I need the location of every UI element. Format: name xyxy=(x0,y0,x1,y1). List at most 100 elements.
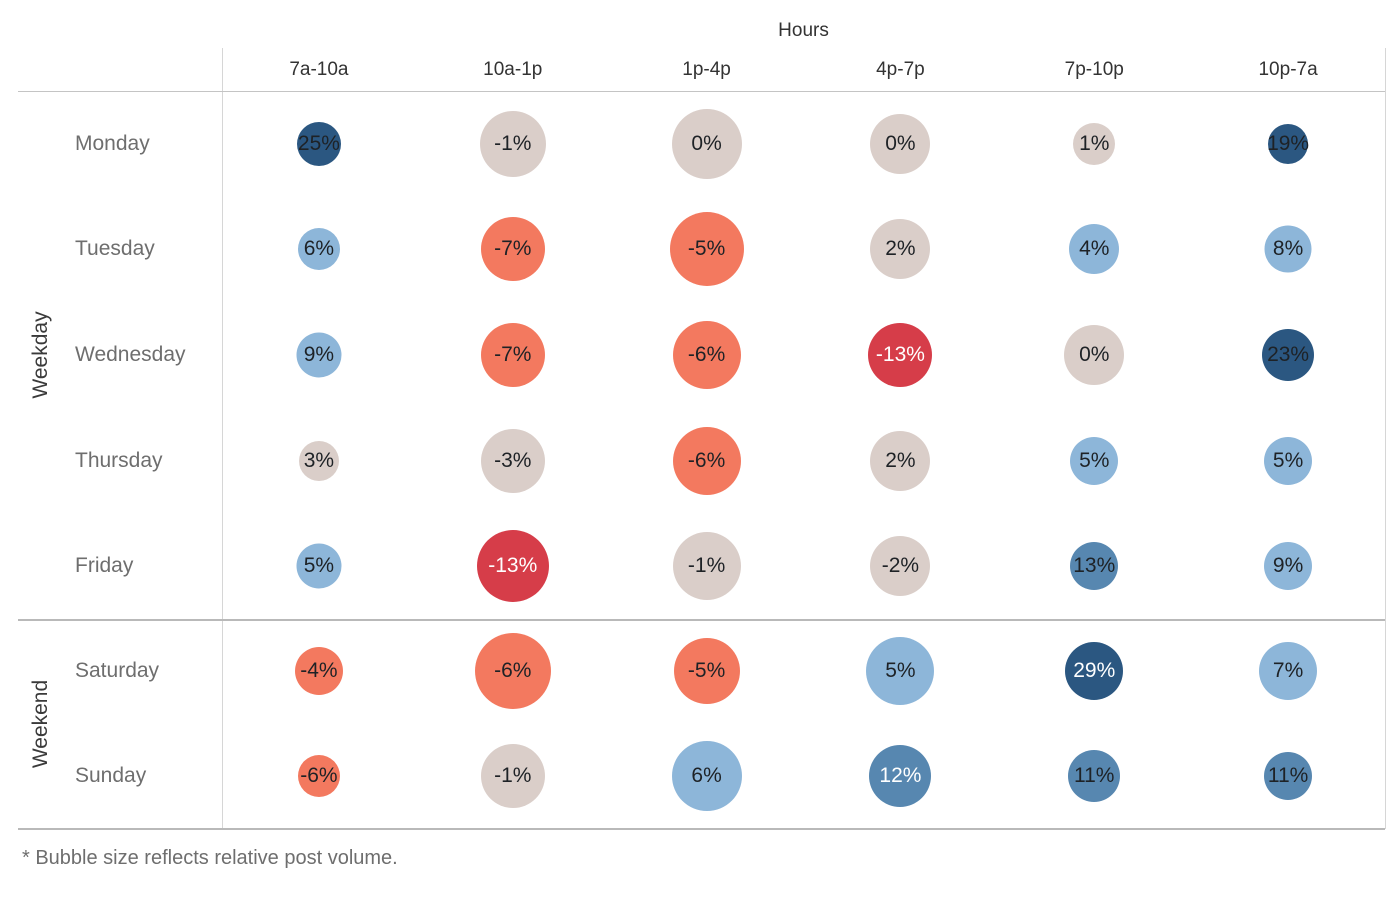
bubble[interactable] xyxy=(296,121,341,166)
bubble[interactable] xyxy=(297,754,340,797)
bubble[interactable] xyxy=(298,440,339,481)
bubble-value-label: -7% xyxy=(494,343,532,366)
bubble[interactable] xyxy=(866,637,935,706)
bubble-value-label: 11% xyxy=(1267,763,1309,787)
bubble[interactable] xyxy=(296,543,342,589)
bubble[interactable] xyxy=(1070,542,1119,591)
bubble[interactable] xyxy=(479,110,546,177)
bubble-value-label: 4% xyxy=(1079,237,1110,261)
bubble[interactable] xyxy=(868,323,933,387)
bubble[interactable] xyxy=(1262,329,1315,381)
row-label-friday: Friday xyxy=(75,554,134,578)
chart-title: Hours xyxy=(778,20,829,41)
grid-line-weekday-weekend-divider xyxy=(18,619,1385,621)
row-label-monday: Monday xyxy=(75,131,150,155)
bubble[interactable] xyxy=(870,430,931,491)
bubble[interactable] xyxy=(294,647,343,696)
bubble-value-label: 0% xyxy=(1079,343,1110,366)
bubble[interactable] xyxy=(669,212,744,287)
bubble-value-label: -6% xyxy=(494,659,532,683)
bubble-value-label: -7% xyxy=(494,237,532,261)
row-label-sunday: Sunday xyxy=(75,763,147,787)
bubble[interactable] xyxy=(1264,436,1313,485)
bubble[interactable] xyxy=(1264,542,1313,591)
bubble-value-label: -3% xyxy=(494,448,532,472)
bubble[interactable] xyxy=(1264,225,1312,273)
bubble[interactable] xyxy=(870,219,931,280)
bubble-value-label: 0% xyxy=(885,131,916,155)
row-label-tuesday: Tuesday xyxy=(75,237,155,261)
bubble-value-label: 5% xyxy=(885,659,916,683)
bubble-value-label: 23% xyxy=(1267,343,1310,366)
bubble-value-label: -4% xyxy=(300,659,338,683)
bubble[interactable] xyxy=(1065,642,1124,701)
bubble[interactable] xyxy=(480,743,545,808)
bubble-value-label: -6% xyxy=(687,448,726,472)
bubble[interactable] xyxy=(1070,436,1119,485)
bubble[interactable] xyxy=(673,638,740,705)
bubble[interactable] xyxy=(671,108,742,179)
grid-line-bottom xyxy=(18,828,1385,830)
bubble-value-label: 8% xyxy=(1272,237,1304,261)
bubble-value-label: 3% xyxy=(303,448,335,472)
bubble-value-label: -6% xyxy=(300,763,338,787)
bubble[interactable] xyxy=(1264,751,1313,800)
bubble[interactable] xyxy=(1259,642,1318,701)
bubble-value-label: -13% xyxy=(875,343,925,366)
group-label-weekend: Weekend xyxy=(29,679,52,768)
bubble-value-label: 13% xyxy=(1073,554,1116,578)
bubble-value-label: 6% xyxy=(691,763,722,787)
row-label-saturday: Saturday xyxy=(75,659,160,683)
bubble[interactable] xyxy=(1073,122,1116,165)
bubble-value-label: 0% xyxy=(691,131,722,155)
bubble[interactable] xyxy=(672,321,741,389)
column-header: 10a-1p xyxy=(483,59,543,80)
bubble-value-label: -5% xyxy=(687,237,726,261)
group-label-weekday: Weekday xyxy=(29,311,52,399)
bubble[interactable] xyxy=(1268,123,1309,164)
bubble[interactable] xyxy=(672,426,741,495)
bubble-value-label: -6% xyxy=(687,343,726,366)
bubble[interactable] xyxy=(480,323,545,387)
column-header: 7p-10p xyxy=(1064,59,1124,80)
bubble-value-label: 9% xyxy=(1272,554,1304,578)
bubble-value-label: -1% xyxy=(494,763,532,787)
bubble-value-label: 2% xyxy=(885,237,916,261)
bubble-value-label: -1% xyxy=(494,131,532,155)
bubble-value-label: 29% xyxy=(1073,659,1116,683)
bubble-value-label: 6% xyxy=(303,237,335,261)
bubble-value-label: 1% xyxy=(1079,131,1110,155)
bubble[interactable] xyxy=(672,532,741,601)
bubble-value-label: -2% xyxy=(881,554,920,578)
bubble-value-label: 12% xyxy=(879,763,922,787)
bubble-value-label: -5% xyxy=(687,659,726,683)
bubble-value-label: 2% xyxy=(885,448,916,472)
bubble[interactable] xyxy=(297,228,340,271)
bubble-value-label: 19% xyxy=(1267,131,1310,155)
bubble[interactable] xyxy=(476,530,549,603)
bubble[interactable] xyxy=(671,740,742,811)
row-label-wednesday: Wednesday xyxy=(75,343,186,366)
bubble[interactable] xyxy=(1064,325,1125,385)
bubble[interactable] xyxy=(1069,224,1120,275)
bubble[interactable] xyxy=(474,633,551,710)
bubble[interactable] xyxy=(870,536,931,597)
bubble-value-label: 5% xyxy=(1079,448,1110,472)
bubble[interactable] xyxy=(869,744,932,807)
bubble[interactable] xyxy=(870,113,931,174)
bubble-value-label: 25% xyxy=(297,131,340,155)
bubble[interactable] xyxy=(296,332,342,378)
bubble-value-label: 5% xyxy=(1272,448,1304,472)
bubble-value-label: 11% xyxy=(1074,763,1115,787)
column-header: 4p-7p xyxy=(876,59,925,80)
chart-footnote: * Bubble size reflects relative post vol… xyxy=(22,847,398,869)
bubble-value-label: 9% xyxy=(303,343,335,366)
bubble[interactable] xyxy=(480,217,545,282)
bubble[interactable] xyxy=(1068,749,1121,802)
bubble[interactable] xyxy=(480,428,545,493)
column-header: 1p-4p xyxy=(682,59,731,80)
bubble-value-label: 7% xyxy=(1272,659,1304,683)
bubble-value-label: -1% xyxy=(687,554,726,578)
grid-line-left-axis xyxy=(222,48,223,829)
